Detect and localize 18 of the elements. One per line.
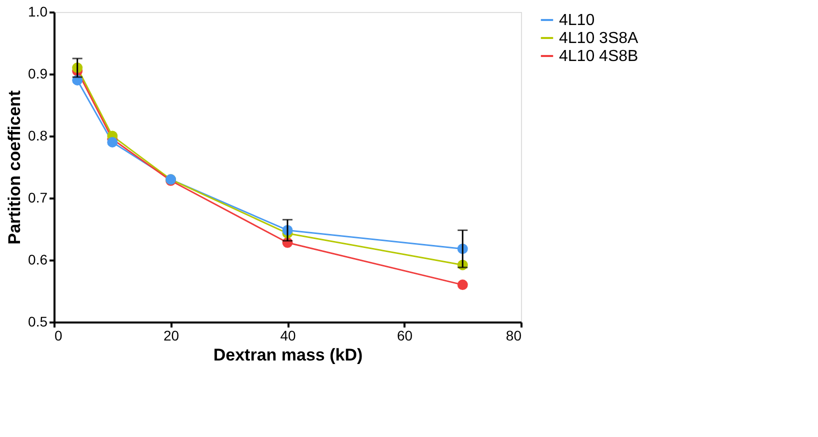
y-tick-label: 0.6 — [28, 252, 48, 268]
y-axis-title: Partition coefficent — [5, 90, 24, 244]
point — [107, 136, 118, 148]
y-tick-label: 0.7 — [28, 190, 48, 206]
point — [457, 280, 468, 290]
x-axis-title: Dextran mass (kD) — [213, 346, 363, 364]
y-tick-label: 0.8 — [28, 128, 48, 144]
y-tick-label: 0.5 — [28, 314, 48, 330]
x-tick-label: 40 — [280, 328, 296, 344]
legend-label: 4L10 3S8A — [559, 30, 639, 47]
y-tick-label: 0.9 — [28, 66, 48, 82]
x-tick-label: 60 — [396, 328, 413, 344]
y-tick-label: 1.0 — [28, 4, 48, 20]
legend-label: 4L10 — [559, 12, 595, 29]
x-tick-label: 0 — [54, 328, 62, 344]
legend-label: 4L10 4S8B — [559, 48, 638, 65]
x-tick-label: 20 — [163, 328, 180, 344]
x-tick-label: 80 — [506, 328, 522, 344]
